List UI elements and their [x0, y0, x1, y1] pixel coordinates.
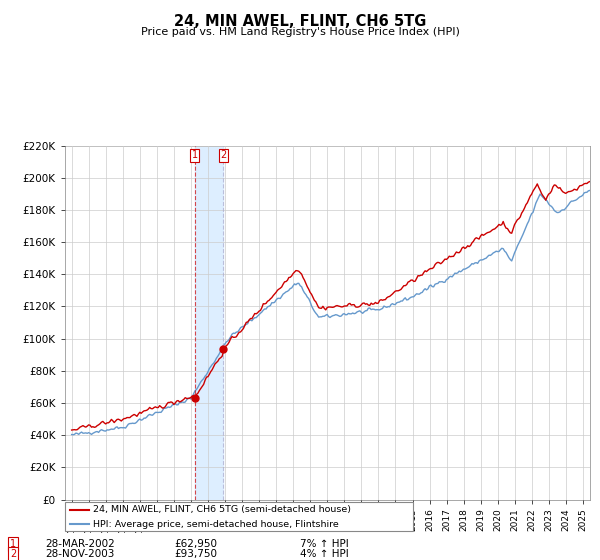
Text: £93,750: £93,750: [174, 549, 217, 559]
FancyBboxPatch shape: [65, 502, 413, 531]
Text: 1: 1: [10, 539, 16, 549]
Text: 1: 1: [191, 150, 198, 160]
Text: HPI: Average price, semi-detached house, Flintshire: HPI: Average price, semi-detached house,…: [92, 520, 338, 529]
Text: 7% ↑ HPI: 7% ↑ HPI: [300, 539, 349, 549]
Text: 4% ↑ HPI: 4% ↑ HPI: [300, 549, 349, 559]
Text: 2: 2: [220, 150, 227, 160]
Text: 2: 2: [10, 549, 16, 559]
Text: Price paid vs. HM Land Registry's House Price Index (HPI): Price paid vs. HM Land Registry's House …: [140, 27, 460, 37]
Text: 24, MIN AWEL, FLINT, CH6 5TG (semi-detached house): 24, MIN AWEL, FLINT, CH6 5TG (semi-detac…: [92, 505, 350, 514]
Text: 28-NOV-2003: 28-NOV-2003: [45, 549, 115, 559]
Text: 28-MAR-2002: 28-MAR-2002: [45, 539, 115, 549]
Text: 24, MIN AWEL, FLINT, CH6 5TG: 24, MIN AWEL, FLINT, CH6 5TG: [174, 14, 426, 29]
Bar: [194, 146, 223, 500]
Text: £62,950: £62,950: [174, 539, 217, 549]
